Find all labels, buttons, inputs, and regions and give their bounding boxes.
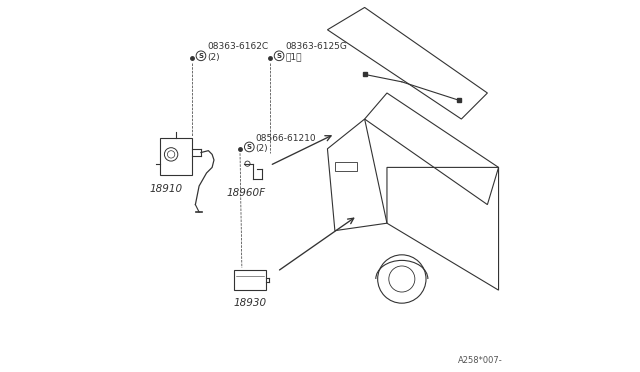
Text: 08363-6162C
(2): 08363-6162C (2) bbox=[207, 42, 268, 62]
Text: 18960F: 18960F bbox=[226, 188, 265, 198]
Bar bbox=[234, 270, 266, 290]
Text: 08363-6125G
（1）: 08363-6125G （1） bbox=[285, 42, 348, 62]
Text: A258*007-: A258*007- bbox=[458, 356, 502, 365]
Text: S: S bbox=[276, 53, 282, 59]
Bar bbox=[335, 162, 357, 171]
Text: S: S bbox=[198, 53, 204, 59]
Text: 08566-61210
(2): 08566-61210 (2) bbox=[255, 134, 316, 153]
Bar bbox=[160, 138, 191, 175]
Text: 18910: 18910 bbox=[149, 184, 182, 194]
Text: S: S bbox=[247, 144, 252, 150]
Text: 18930: 18930 bbox=[234, 298, 267, 308]
